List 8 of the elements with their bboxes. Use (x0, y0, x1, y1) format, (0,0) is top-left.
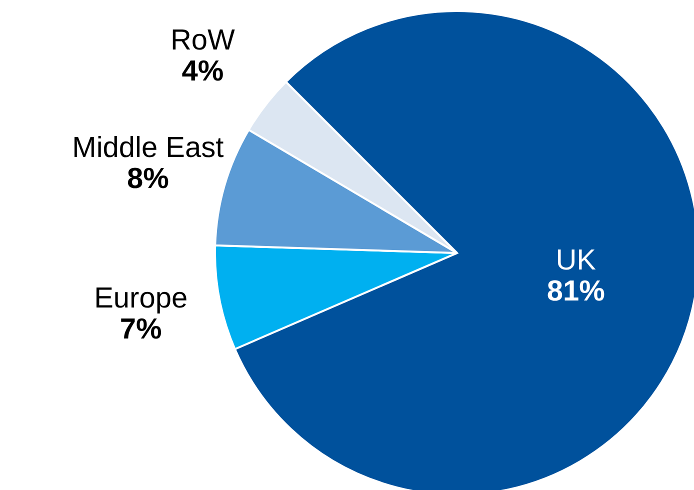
slice-label: RoW (170, 24, 236, 57)
data-label: 7% (120, 313, 162, 346)
data-label: 4% (182, 56, 224, 88)
slice-label: Europe (94, 282, 188, 314)
data-label: 8% (126, 163, 170, 196)
data-label: 81% (546, 276, 606, 308)
slice-label: Middle East (72, 132, 224, 164)
slice-label: UK (556, 244, 597, 277)
